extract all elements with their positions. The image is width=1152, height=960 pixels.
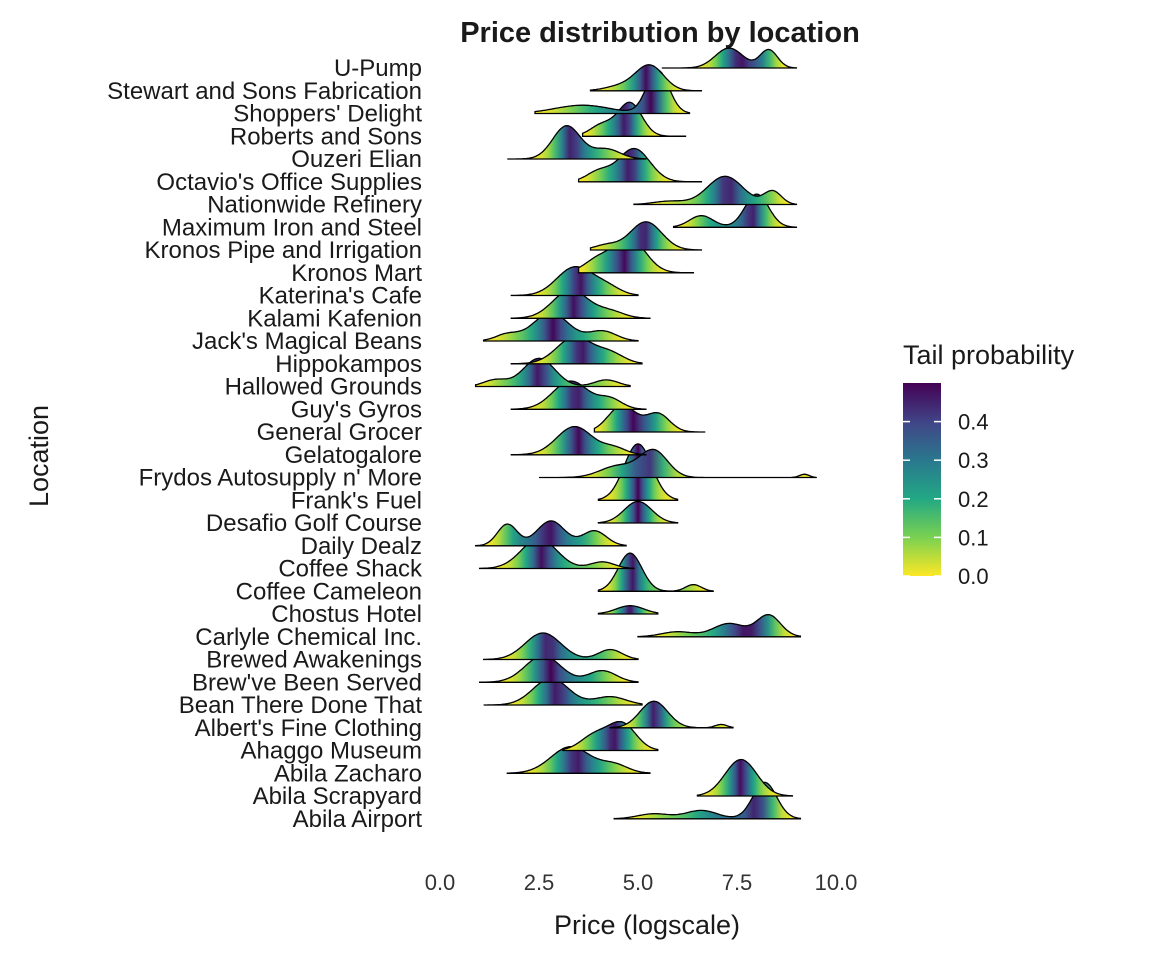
x-tick-label: 2.5 bbox=[524, 870, 555, 895]
y-tick-label: Gelatogalore bbox=[285, 442, 422, 469]
ridge-density bbox=[633, 175, 798, 206]
ridge-density bbox=[696, 758, 794, 797]
x-tick-label: 5.0 bbox=[623, 870, 654, 895]
legend-ticks: 0.4 0.3 0.2 0.1 0.0 bbox=[903, 410, 989, 589]
y-tick-label: Octavio's Office Supplies bbox=[156, 169, 422, 196]
y-tick-label: Stewart and Sons Fabrication bbox=[107, 78, 422, 105]
y-tick-label: Brew've Been Served bbox=[192, 669, 422, 696]
ridge-density bbox=[597, 605, 659, 615]
ridge-density bbox=[637, 613, 802, 638]
x-tick-labels: 0.0 2.5 5.0 7.5 10.0 bbox=[425, 870, 858, 895]
ridge-density bbox=[593, 404, 706, 433]
ridge-density bbox=[510, 266, 639, 297]
y-tick-label: Frank's Fuel bbox=[291, 487, 422, 514]
y-tick-label: Abila Airport bbox=[293, 806, 423, 833]
ridge-density bbox=[577, 147, 703, 183]
y-tick-label: Jack's Magical Beans bbox=[192, 328, 422, 355]
y-tick-label: Carlyle Chemical Inc. bbox=[195, 624, 422, 651]
legend-tick-label: 0.4 bbox=[958, 410, 989, 435]
chart-title: Price distribution by location bbox=[460, 17, 860, 49]
y-tick-label: Maximum Iron and Steel bbox=[162, 214, 422, 241]
y-tick-label: Nationwide Refinery bbox=[207, 192, 422, 219]
y-tick-label: Hallowed Grounds bbox=[225, 374, 422, 401]
ridge-density bbox=[609, 700, 734, 729]
x-tick-label: 10.0 bbox=[815, 870, 858, 895]
y-tick-label: U-Pump bbox=[334, 55, 422, 82]
y-tick-label: Katerina's Cafe bbox=[259, 283, 422, 310]
ridge-density bbox=[483, 677, 643, 706]
ridge-density bbox=[581, 101, 687, 137]
y-tick-label: Hippokampos bbox=[275, 351, 422, 378]
y-tick-label: Kronos Pipe and Irrigation bbox=[145, 237, 423, 264]
y-tick-label: Roberts and Sons bbox=[230, 123, 422, 150]
x-tick-label: 0.0 bbox=[425, 870, 456, 895]
y-tick-label: Desafio Golf Course bbox=[206, 510, 422, 537]
ridge-density bbox=[562, 720, 659, 752]
ridge-density bbox=[661, 47, 798, 69]
y-tick-label: Kronos Mart bbox=[291, 260, 422, 287]
y-tick-label: Albert's Fine Clothing bbox=[195, 715, 422, 742]
ridge-density bbox=[507, 125, 647, 160]
y-tick-label: Frydos Autosupply n' More bbox=[139, 465, 422, 492]
y-tick-label: Abila Scrapyard bbox=[253, 783, 422, 810]
ridge-density bbox=[478, 538, 635, 570]
ridge-density bbox=[597, 500, 679, 524]
y-tick-label: Bean There Done That bbox=[179, 692, 423, 719]
legend-tick-label: 0.3 bbox=[958, 448, 989, 473]
x-tick-label: 7.5 bbox=[722, 870, 753, 895]
ridge-density bbox=[539, 448, 817, 479]
ridge-density bbox=[510, 425, 647, 456]
legend-tick-label: 0.1 bbox=[958, 525, 989, 550]
ridge-density bbox=[510, 380, 647, 410]
y-tick-label: Coffee Cameleon bbox=[236, 578, 422, 605]
legend-title: Tail probability bbox=[903, 340, 1075, 370]
y-tick-label: Abila Zacharo bbox=[274, 760, 422, 787]
y-tick-label: Coffee Shack bbox=[278, 556, 423, 583]
x-axis-title: Price (logscale) bbox=[554, 910, 740, 940]
ridge-density bbox=[474, 357, 631, 388]
legend-tick-label: 0.0 bbox=[958, 564, 989, 589]
ridge-density bbox=[613, 781, 802, 820]
y-tick-label: General Grocer bbox=[257, 419, 422, 446]
y-tick-label: Brewed Awakenings bbox=[206, 647, 422, 674]
ridge-density bbox=[474, 520, 627, 547]
legend-colorbar bbox=[903, 383, 941, 576]
y-tick-label: Chostus Hotel bbox=[271, 601, 422, 628]
y-axis-title: Location bbox=[24, 405, 54, 507]
ridge-density bbox=[534, 69, 691, 115]
ridges-layer bbox=[474, 47, 817, 820]
y-tick-label: Shoppers' Delight bbox=[233, 101, 422, 128]
ridge-density bbox=[478, 655, 639, 683]
y-tick-label: Ahaggo Museum bbox=[241, 738, 422, 765]
y-tick-label: Daily Dealz bbox=[301, 533, 422, 560]
legend-tick-label: 0.2 bbox=[958, 487, 989, 512]
ridge-density bbox=[589, 221, 703, 251]
y-tick-label: Kalami Kafenion bbox=[247, 305, 422, 332]
ridge-density bbox=[589, 64, 703, 92]
ridge-density bbox=[597, 552, 714, 592]
legend: Tail probability 0.4 0.3 0.2 0.1 0.0 bbox=[903, 340, 1075, 589]
ridge-density bbox=[482, 632, 639, 661]
y-tick-label: Guy's Gyros bbox=[291, 396, 422, 423]
y-tick-label: Ouzeri Elian bbox=[291, 146, 422, 173]
